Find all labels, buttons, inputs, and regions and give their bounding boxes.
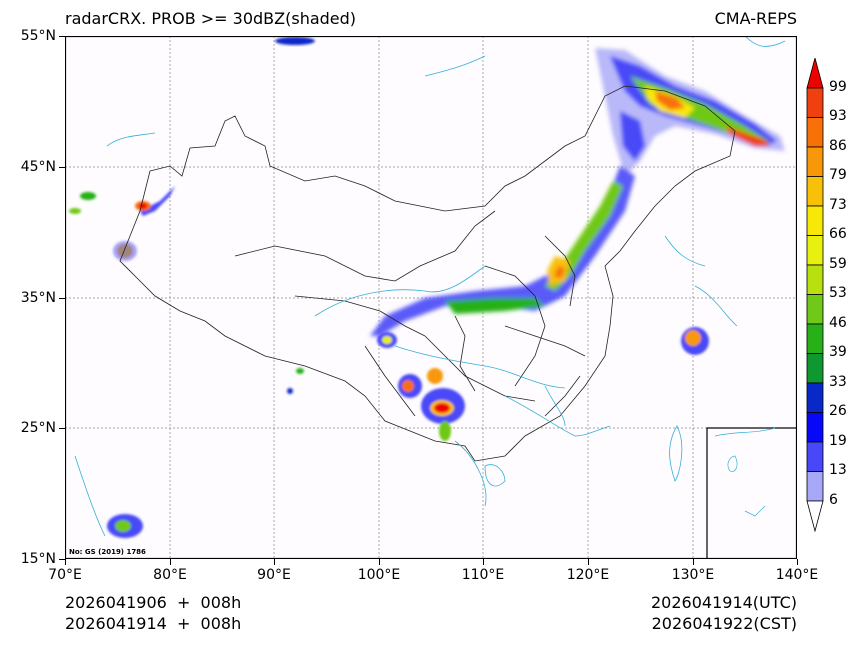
y-tick <box>59 167 65 168</box>
colorbar-label: 73 <box>829 197 847 213</box>
x-tick-label-120e: 120°E <box>566 567 610 583</box>
colorbar-label: 33 <box>829 374 847 390</box>
valid-time-cst: 2026041922(CST) <box>651 614 797 633</box>
colorbar-label: 53 <box>829 285 847 301</box>
south-china-sea-inset <box>706 427 797 559</box>
colorbar-label: 99 <box>829 79 847 95</box>
x-tick <box>379 559 380 565</box>
colorbar-label: 93 <box>829 108 847 124</box>
colorbar-label: 19 <box>829 433 847 449</box>
colorbar-label: 59 <box>829 256 847 272</box>
x-tick-label-100e: 100°E <box>357 567 401 583</box>
colorbar-label: 86 <box>829 138 847 154</box>
colorbar-label: 79 <box>829 167 847 183</box>
colorbar-label: 13 <box>829 462 847 478</box>
colorbar-label: 46 <box>829 315 847 331</box>
y-tick <box>59 36 65 37</box>
x-tick <box>797 559 798 565</box>
probability-shading <box>69 37 785 538</box>
colorbar-label: 26 <box>829 403 847 419</box>
y-tick <box>59 559 65 560</box>
x-tick <box>65 559 66 565</box>
x-tick <box>483 559 484 565</box>
y-tick-label-25n: 25°N <box>20 420 56 436</box>
map-approval-number: No: GS (2019) 1786 <box>69 548 146 556</box>
model-name: CMA-REPS <box>714 9 797 28</box>
x-tick-label-70e: 70°E <box>48 567 82 583</box>
colorbar-label: 39 <box>829 344 847 360</box>
colorbar-label: 66 <box>829 226 847 242</box>
valid-time-utc: 2026041914(UTC) <box>651 593 797 612</box>
map-panel <box>65 36 797 559</box>
x-tick-label-130e: 130°E <box>671 567 715 583</box>
colorbar <box>806 56 824 533</box>
chart-title: radarCRX. PROB >= 30dBZ(shaded) <box>65 9 357 28</box>
y-tick-label-35n: 35°N <box>20 290 56 306</box>
x-tick-label-80e: 80°E <box>153 567 187 583</box>
x-tick-label-90e: 90°E <box>257 567 291 583</box>
y-tick-label-45n: 45°N <box>20 159 56 175</box>
y-tick <box>59 298 65 299</box>
x-tick-label-110e: 110°E <box>461 567 505 583</box>
y-tick-label-15n: 15°N <box>20 551 56 567</box>
map-frame <box>65 36 797 559</box>
x-tick-label-140e: 140°E <box>775 567 819 583</box>
x-tick <box>274 559 275 565</box>
colorbar-label: 6 <box>829 492 838 508</box>
x-tick <box>170 559 171 565</box>
borders <box>119 85 736 462</box>
y-tick <box>59 428 65 429</box>
init-time-line: 2026041906 + 008h <box>65 593 242 612</box>
x-tick <box>693 559 694 565</box>
rivers-coast <box>74 36 786 537</box>
init-time-line-cst: 2026041914 + 008h <box>65 614 242 633</box>
x-tick <box>588 559 589 565</box>
y-tick-label-55n: 55°N <box>20 28 56 44</box>
